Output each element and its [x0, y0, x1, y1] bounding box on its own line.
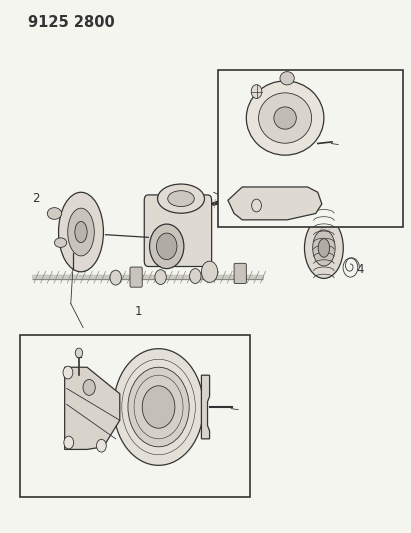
FancyBboxPatch shape: [130, 267, 142, 287]
Circle shape: [114, 349, 203, 465]
Ellipse shape: [58, 192, 104, 272]
Ellipse shape: [75, 221, 87, 243]
Circle shape: [128, 367, 189, 447]
Circle shape: [201, 261, 218, 282]
Text: 9125 2800: 9125 2800: [28, 14, 115, 30]
Circle shape: [252, 199, 261, 212]
Ellipse shape: [318, 239, 330, 257]
Polygon shape: [228, 187, 322, 220]
Text: 1: 1: [134, 305, 142, 318]
Ellipse shape: [280, 71, 294, 85]
Circle shape: [63, 366, 73, 379]
Ellipse shape: [313, 230, 335, 266]
Polygon shape: [65, 367, 120, 449]
Ellipse shape: [274, 107, 296, 129]
Circle shape: [155, 270, 166, 285]
Ellipse shape: [168, 191, 194, 207]
Circle shape: [110, 270, 121, 285]
Circle shape: [251, 85, 262, 99]
Circle shape: [189, 269, 201, 284]
Circle shape: [142, 386, 175, 428]
Ellipse shape: [246, 81, 324, 155]
Text: 5: 5: [220, 157, 228, 169]
Circle shape: [150, 224, 184, 269]
Text: 13: 13: [61, 456, 76, 469]
Text: 4: 4: [357, 263, 365, 276]
Ellipse shape: [68, 208, 94, 256]
Text: 2: 2: [32, 192, 40, 205]
FancyBboxPatch shape: [144, 195, 212, 266]
Bar: [218, 70, 404, 227]
Circle shape: [157, 233, 177, 260]
Text: 8: 8: [316, 130, 323, 143]
Text: 7: 7: [310, 80, 317, 93]
Text: 6: 6: [259, 80, 266, 93]
Circle shape: [75, 348, 83, 358]
Text: 3: 3: [73, 205, 81, 219]
Text: 12: 12: [57, 369, 72, 382]
FancyBboxPatch shape: [234, 263, 246, 284]
Circle shape: [64, 436, 74, 449]
Ellipse shape: [47, 208, 62, 219]
Ellipse shape: [55, 238, 67, 247]
Ellipse shape: [305, 217, 343, 278]
Text: 11: 11: [31, 356, 46, 368]
Ellipse shape: [259, 93, 312, 143]
Ellipse shape: [157, 184, 205, 213]
Circle shape: [97, 439, 106, 452]
Text: 10: 10: [169, 337, 185, 350]
Polygon shape: [201, 375, 210, 439]
Bar: [20, 335, 250, 497]
Text: 9: 9: [353, 165, 360, 177]
Circle shape: [83, 379, 95, 395]
